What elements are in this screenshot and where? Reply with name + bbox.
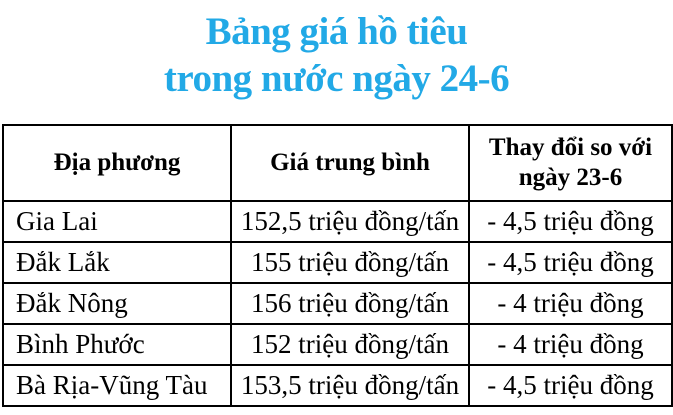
cell-location: Đắk Lắk — [2, 241, 232, 284]
table-row: Đắk Nông 156 triệu đồng/tấn - 4 triệu đồng — [2, 282, 673, 325]
column-header-location: Địa phương — [2, 124, 232, 202]
cell-change: - 4 triệu đồng — [468, 323, 673, 366]
cell-change: - 4,5 triệu đồng — [468, 200, 673, 243]
page-title: Bảng giá hồ tiêu trong nước ngày 24-6 — [0, 8, 673, 102]
cell-price: 156 triệu đồng/tấn — [230, 282, 470, 325]
cell-change: - 4,5 triệu đồng — [468, 364, 673, 407]
cell-location: Đắk Nông — [2, 282, 232, 325]
table-header-row: Địa phương Giá trung bình Thay đổi so vớ… — [2, 124, 673, 202]
price-table: Địa phương Giá trung bình Thay đổi so vớ… — [2, 124, 673, 407]
page-title-line-2: trong nước ngày 24-6 — [163, 57, 510, 100]
page-title-line-1: Bảng giá hồ tiêu — [205, 10, 468, 53]
cell-location: Gia Lai — [2, 200, 232, 243]
cell-price: 155 triệu đồng/tấn — [230, 241, 470, 284]
table-row: Đắk Lắk 155 triệu đồng/tấn - 4,5 triệu đồn… — [2, 241, 673, 284]
column-header-change: Thay đổi so với ngày 23-6 — [468, 124, 673, 202]
table-row: Gia Lai 152,5 triệu đồng/tấn - 4,5 triệu đ… — [2, 200, 673, 243]
table-row: Bình Phước 152 triệu đồng/tấn - 4 triệu đồ… — [2, 323, 673, 366]
column-header-price: Giá trung bình — [230, 124, 470, 202]
cell-location: Bà Rịa-Vũng Tàu — [2, 364, 232, 407]
cell-change: - 4 triệu đồng — [468, 282, 673, 325]
table-row: Bà Rịa-Vũng Tàu 153,5 triệu đồng/tấn - 4,5… — [2, 364, 673, 407]
cell-change: - 4,5 triệu đồng — [468, 241, 673, 284]
cell-price: 152 triệu đồng/tấn — [230, 323, 470, 366]
cell-price: 152,5 triệu đồng/tấn — [230, 200, 470, 243]
cell-location: Bình Phước — [2, 323, 232, 366]
cell-price: 153,5 triệu đồng/tấn — [230, 364, 470, 407]
